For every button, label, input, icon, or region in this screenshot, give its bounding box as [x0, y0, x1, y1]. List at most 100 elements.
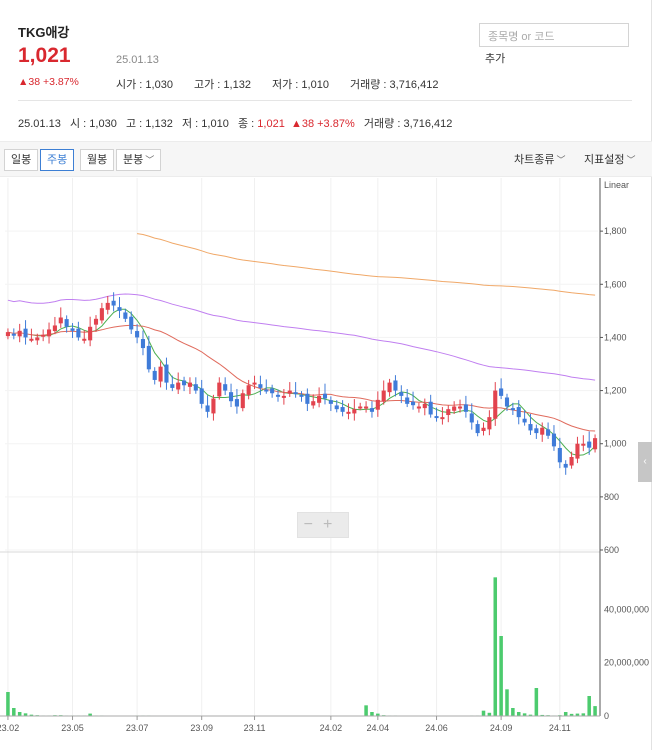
candle-body: [111, 300, 116, 306]
zoom-in-icon[interactable]: +: [323, 516, 343, 533]
x-tick-label: 24.09: [490, 723, 513, 733]
candle-body: [540, 427, 545, 435]
monthly-button[interactable]: 월봉: [80, 149, 115, 171]
daily-button[interactable]: 일봉: [4, 149, 39, 171]
candle-body: [504, 397, 510, 407]
candle-body: [41, 334, 46, 337]
candle-body: [493, 390, 498, 419]
candle-body: [428, 401, 433, 415]
volume-bar: [487, 712, 492, 716]
candle-body: [252, 382, 257, 385]
zoom-out-icon[interactable]: −: [303, 516, 323, 533]
candle-body: [170, 384, 175, 388]
collapse-panel-button[interactable]: ‹: [638, 442, 652, 482]
chevron-down-icon: ﹀: [556, 155, 566, 165]
volume-bars: [6, 577, 597, 717]
candle-body: [58, 317, 63, 324]
volume-bar: [563, 712, 568, 716]
volume-bar: [575, 713, 580, 716]
candle-body: [528, 424, 533, 431]
stock-search-input[interactable]: 종목명 or 코드: [479, 23, 629, 47]
minute-dropdown[interactable]: 분봉 ﹀: [116, 149, 162, 171]
candle-body: [328, 400, 333, 404]
low-price: 저가 : 1,010: [272, 79, 329, 91]
candle-body: [499, 388, 504, 396]
add-stock-button[interactable]: 추가: [485, 53, 506, 65]
quote-summary: 시가 : 1,030 고가 : 1,132 저가 : 1,010 거래량 : 3…: [116, 76, 456, 92]
candle-body: [446, 409, 451, 416]
current-price: 1,021: [18, 44, 71, 67]
candle-body: [270, 388, 275, 394]
candle-body: [176, 382, 181, 390]
candle-body: [76, 328, 81, 338]
candle-body: [182, 380, 187, 386]
moving-averages: [7, 233, 596, 456]
zoom-controls[interactable]: −+: [297, 512, 349, 538]
candle-body: [264, 389, 269, 392]
volume-bar: [516, 712, 521, 716]
x-tick-label: 24.11: [549, 723, 571, 733]
candle-body: [246, 385, 251, 395]
candle-body: [193, 384, 198, 391]
candle-body: [569, 457, 574, 466]
price-tick-label: 1,600: [604, 279, 627, 289]
candlestick-chart[interactable]: Linear 1,800 1,600 1,400 1,200 1,000 800 600 40,…: [0, 178, 666, 750]
volume-tick-label: 20,000,000: [604, 658, 649, 668]
candle-body: [563, 463, 568, 468]
grid: [0, 178, 600, 716]
candle-body: [311, 401, 316, 406]
candle-body: [375, 399, 380, 410]
indicator-settings-dropdown[interactable]: 지표설정 ﹀: [584, 151, 636, 167]
candle-body: [11, 333, 16, 336]
volume-bar: [511, 708, 515, 716]
price-tick-label: 800: [604, 492, 619, 502]
candle-body: [587, 441, 592, 448]
candle-body: [334, 405, 339, 410]
axes: Linear 1,800 1,600 1,400 1,200 1,000 800 600 40,…: [0, 178, 649, 733]
candle-body: [258, 384, 263, 388]
quote-date: 25.01.13: [116, 54, 159, 66]
ohlc-close-label: 종 :: [238, 118, 258, 130]
trade-volume: 거래량 : 3,716,412: [350, 79, 439, 91]
scale-label: Linear: [604, 180, 629, 190]
candle-body: [352, 409, 357, 414]
volume-bar: [505, 689, 509, 716]
candle-body: [93, 318, 99, 325]
candle-body: [422, 403, 427, 409]
chevron-down-icon: ﹀: [145, 155, 155, 165]
price-tick-label: 1,400: [604, 332, 627, 342]
ohlc-change: ▲38 +3.87%: [290, 118, 355, 130]
weekly-button[interactable]: 주봉: [40, 149, 75, 171]
candle-body: [475, 424, 480, 434]
candle-body: [581, 443, 586, 446]
chevron-left-icon: ‹: [643, 456, 647, 467]
stock-name: TKG애강: [18, 25, 70, 40]
indicator-label: 지표설정: [584, 154, 625, 166]
candle-body: [546, 429, 551, 436]
chart-area[interactable]: Linear 1,800 1,600 1,400 1,200 1,000 800 600 40,…: [0, 178, 666, 750]
high-price: 고가 : 1,132: [194, 79, 251, 91]
ohlc-volume: 거래량 : 3,716,412: [363, 118, 453, 130]
price-tick-label: 1,000: [604, 439, 627, 449]
candle-body: [369, 408, 375, 412]
x-tick-label: 24.06: [425, 723, 448, 733]
volume-bar: [88, 713, 92, 716]
candle-body: [211, 398, 216, 414]
candle-body: [88, 326, 93, 341]
ohlc-readout: 25.01.13 시 : 1,030 고 : 1,132 저 : 1,010 종…: [18, 115, 452, 131]
candle-body: [228, 392, 234, 402]
ohlc-date: 25.01.13: [18, 118, 61, 130]
price-tick-label: 1,800: [604, 226, 627, 236]
candle-body: [469, 413, 474, 423]
candle-body: [452, 406, 457, 411]
volume-bar: [581, 713, 586, 716]
candle-body: [129, 316, 134, 330]
candle-body: [146, 345, 151, 370]
candle-body: [5, 332, 10, 337]
candle-body: [457, 406, 463, 409]
chart-type-dropdown[interactable]: 차트종류 ﹀: [514, 151, 566, 167]
open-price: 시가 : 1,030: [116, 79, 173, 91]
candle-body: [117, 307, 122, 311]
volume-bar: [6, 692, 10, 716]
candle-body: [217, 382, 222, 397]
